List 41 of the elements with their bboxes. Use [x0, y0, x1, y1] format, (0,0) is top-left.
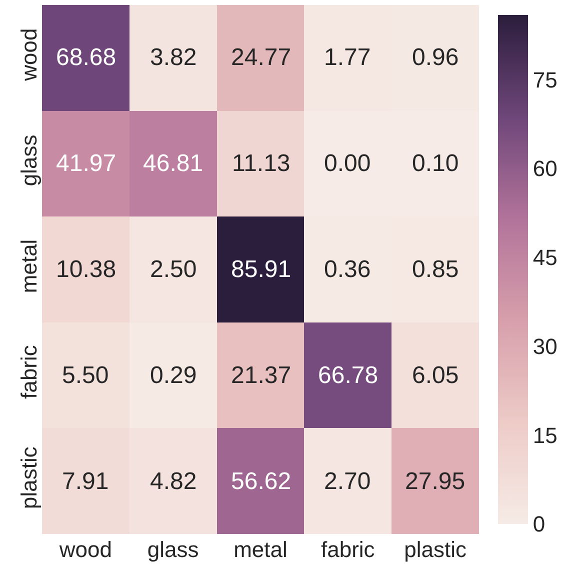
- color-bar-label: 0: [532, 512, 546, 537]
- color-bar-label: 60: [532, 156, 558, 182]
- x-tick-label: glass: [147, 537, 199, 562]
- data-label: 0.00: [324, 150, 371, 177]
- y-tick-label: metal: [16, 239, 42, 294]
- data-label: 68.68: [56, 44, 116, 71]
- data-label: 1.77: [324, 44, 371, 71]
- data-label: 85.91: [231, 256, 292, 283]
- data-label: 56.62: [231, 468, 292, 495]
- data-label: 2.50: [150, 256, 197, 283]
- data-label: 4.82: [150, 468, 197, 495]
- data-label: 10.38: [56, 256, 116, 283]
- x-tick-label: fabric: [321, 537, 375, 562]
- data-label: 66.78: [318, 362, 378, 389]
- data-label: 2.70: [324, 468, 371, 495]
- y-tick-label: fabric: [16, 345, 42, 399]
- data-label: 0.29: [150, 362, 197, 389]
- y-tick-label: glass: [16, 134, 42, 186]
- data-label: 3.82: [150, 44, 197, 71]
- x-tick-label: wood: [58, 537, 112, 562]
- x-tick-label: metal: [234, 537, 288, 562]
- data-label: 6.05: [412, 362, 459, 389]
- data-label: 0.96: [412, 44, 459, 71]
- color-bar-label: 75: [532, 67, 558, 92]
- data-label: 41.97: [56, 150, 116, 177]
- y-tick-label: wood: [16, 28, 42, 82]
- y-tick-label: plastic: [16, 446, 42, 509]
- data-label: 11.13: [232, 150, 290, 177]
- data-label: 21.37: [231, 362, 292, 389]
- color-bar-label: 45: [532, 245, 558, 270]
- data-label: 0.85: [412, 256, 459, 283]
- color-bar-label: 15: [532, 422, 558, 448]
- data-label: 46.81: [143, 150, 204, 177]
- data-label: 24.77: [231, 44, 292, 71]
- data-label: 27.95: [405, 468, 466, 495]
- data-label: 7.91: [62, 468, 109, 495]
- data-label: 0.10: [412, 150, 459, 177]
- color-bar-label: 30: [532, 334, 558, 359]
- data-label: 5.50: [62, 362, 109, 389]
- data-label: 0.36: [324, 256, 371, 283]
- x-tick-label: plastic: [404, 537, 466, 562]
